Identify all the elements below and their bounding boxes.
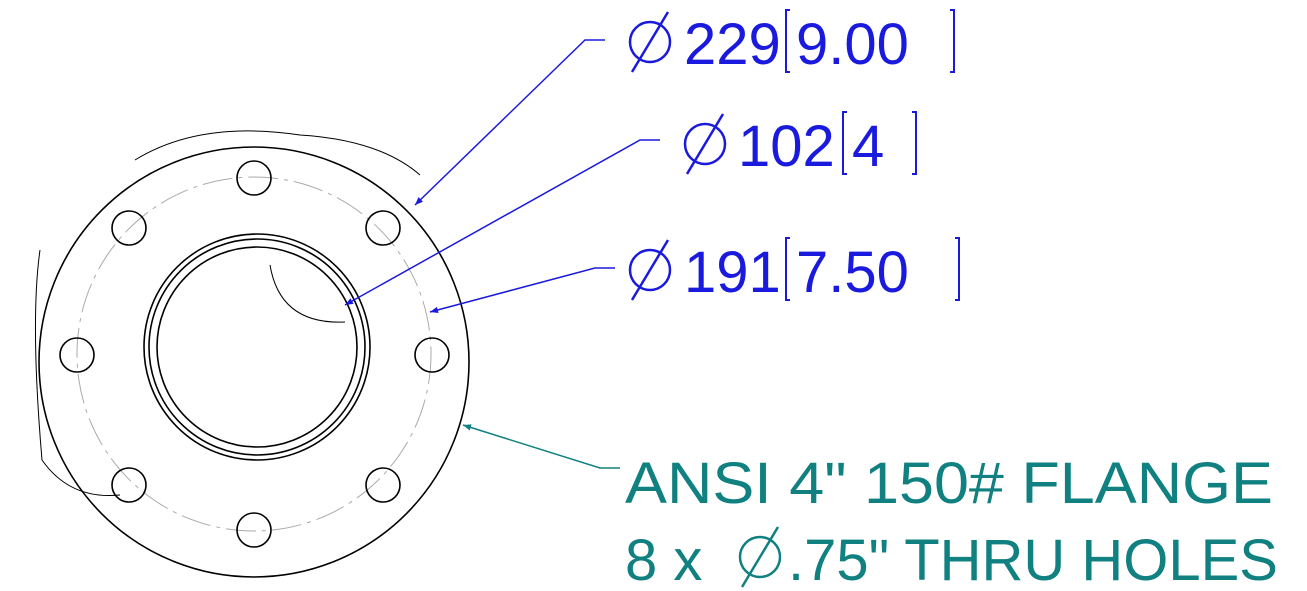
bore-ring <box>143 233 371 461</box>
note-line: .75" THRU HOLES <box>788 528 1278 591</box>
bore <box>156 246 358 448</box>
note-line: 8 x <box>625 528 702 591</box>
dimension-alt: 4 <box>852 114 884 179</box>
flange-note: ANSI 4" 150# FLANGE 8 x .75" THRU HOLES <box>462 424 1278 591</box>
dimension-value: 191 <box>684 240 781 305</box>
dimension-alt: 7.50 <box>796 240 909 305</box>
dimension-value: 102 <box>738 114 835 179</box>
flange-outline <box>38 146 470 578</box>
dimension-alt: 9.00 <box>796 12 909 77</box>
bolt-holes <box>59 160 450 548</box>
bolt-circle <box>76 176 432 532</box>
dimension-229: 229 9.00 <box>414 9 955 206</box>
inner-edge <box>269 264 346 323</box>
dimension-value: 229 <box>684 12 781 77</box>
dimension-191: 191 7.50 <box>429 237 960 314</box>
back-edge <box>34 130 421 497</box>
bore-ring <box>148 238 366 456</box>
note-line: ANSI 4" 150# FLANGE <box>625 451 1273 516</box>
dimension-102: 102 4 <box>344 111 917 306</box>
part-view <box>34 130 470 578</box>
